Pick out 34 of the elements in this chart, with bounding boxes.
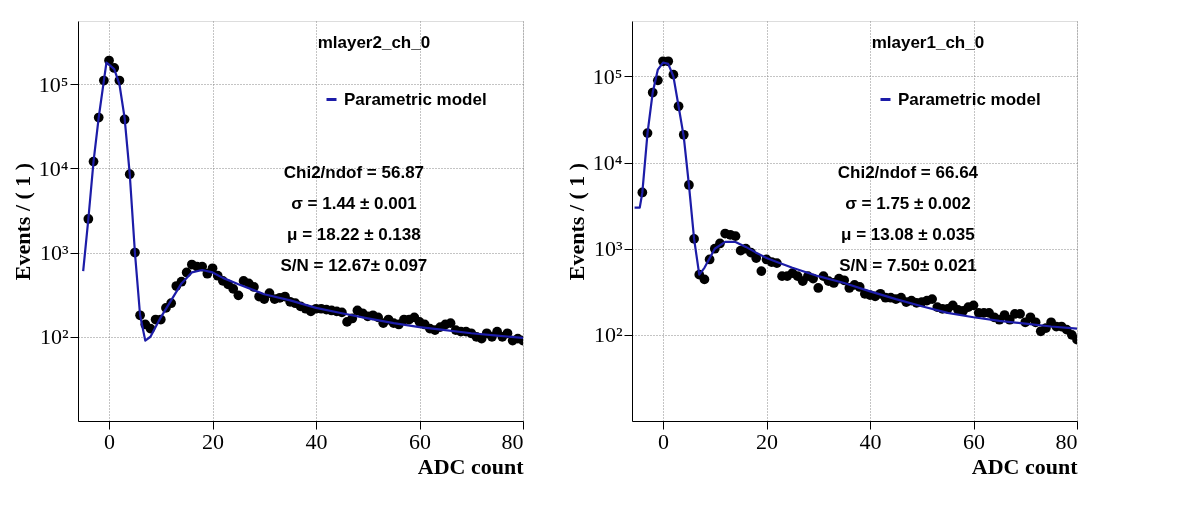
legend-label: Parametric model xyxy=(898,89,1041,109)
annotation: Chi2/ndof = 66.64 xyxy=(837,163,979,182)
text: mlayer1_ch_0 xyxy=(871,33,985,52)
y-tick-label: 10⁴ xyxy=(592,150,623,176)
x-tick-label: 40 xyxy=(859,428,882,454)
y-tick-label: 10³ xyxy=(593,236,623,262)
annotation: μ = 18.22 ± 0.138 xyxy=(287,225,421,244)
y-tick-label: 10² xyxy=(39,324,69,350)
x-tick-label: 20 xyxy=(756,428,779,454)
x-tick-label: 60 xyxy=(409,428,432,454)
y-tick-label: 10⁵ xyxy=(592,63,623,89)
x-axis-title: ADC count xyxy=(971,453,1079,479)
annotation: μ = 13.08 ± 0.035 xyxy=(841,225,975,244)
annotation: σ = 1.75 ± 0.002 xyxy=(845,194,971,213)
annotation: σ = 1.44 ± 0.001 xyxy=(291,194,417,213)
x-tick-label: 40 xyxy=(305,428,328,454)
x-tick-label: 80 xyxy=(1055,428,1078,454)
y-axis-title: Events / ( 1 ) xyxy=(563,162,589,281)
text: mlayer2_ch_0 xyxy=(317,33,431,52)
legend-label: Parametric model xyxy=(344,89,487,109)
x-tick-label: 0 xyxy=(104,428,116,454)
y-tick-label: 10² xyxy=(593,322,623,348)
y-axis-title: Events / ( 1 ) xyxy=(9,162,35,281)
annotation: S/N = 12.67± 0.097 xyxy=(280,256,428,275)
x-tick-label: 80 xyxy=(501,428,524,454)
annotation: S/N = 7.50± 0.021 xyxy=(839,256,977,275)
x-axis-title: ADC count xyxy=(417,453,525,479)
x-tick-label: 20 xyxy=(202,428,225,454)
y-tick-label: 10³ xyxy=(39,240,69,266)
y-tick-label: 10⁴ xyxy=(38,155,69,181)
annotation: Chi2/ndof = 56.87 xyxy=(283,163,425,182)
x-tick-label: 60 xyxy=(963,428,986,454)
y-tick-label: 10⁵ xyxy=(38,71,69,97)
x-tick-label: 0 xyxy=(658,428,670,454)
